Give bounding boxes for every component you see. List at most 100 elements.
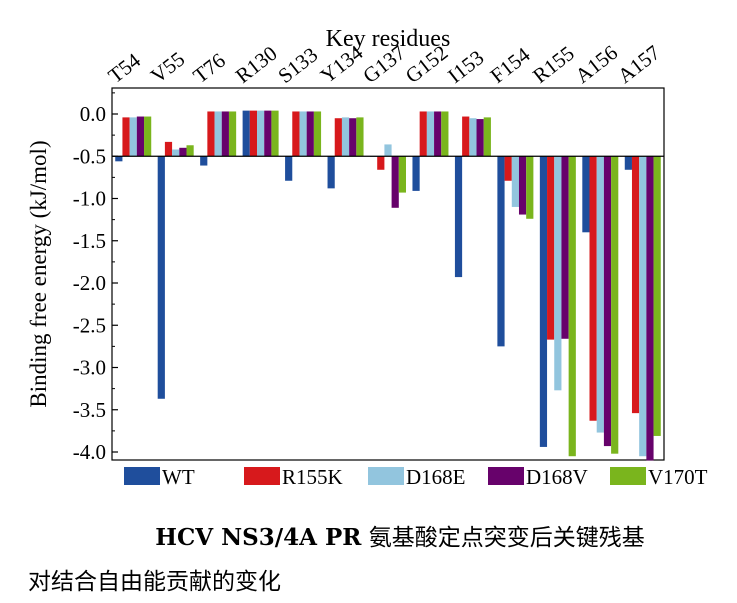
bar-r155k-s133 bbox=[292, 111, 300, 157]
legend-label-v170t: V170T bbox=[648, 465, 708, 489]
legend-swatch-d168v bbox=[488, 467, 524, 485]
bar-d168v-t76 bbox=[221, 111, 229, 157]
bar-d168v-r130 bbox=[264, 110, 272, 157]
bar-v170t-a156 bbox=[611, 156, 619, 454]
bar-d168v-t54 bbox=[136, 116, 145, 157]
bar-wt-a156 bbox=[582, 156, 590, 233]
y-tick-label: -0.5 bbox=[73, 144, 106, 168]
legend-swatch-r155k bbox=[244, 467, 280, 485]
bar-d168e-g152 bbox=[426, 111, 435, 157]
bar-wt-r155 bbox=[539, 156, 548, 447]
bar-d168e-a157 bbox=[639, 156, 647, 457]
bar-v170t-a157 bbox=[653, 156, 661, 436]
chart-title: Key residues bbox=[326, 26, 451, 52]
x-category-label: V55 bbox=[146, 47, 189, 88]
bar-wt-f154 bbox=[497, 156, 505, 347]
bar-v170t-s133 bbox=[313, 111, 322, 157]
bar-r155k-a157 bbox=[631, 156, 640, 414]
y-tick-label: -4.0 bbox=[73, 440, 106, 464]
bar-r155k-i153 bbox=[462, 116, 470, 157]
bar-r155k-r155 bbox=[547, 156, 555, 340]
bar-r155k-y134 bbox=[334, 118, 342, 157]
bar-d168v-r155 bbox=[561, 156, 569, 339]
bar-wt-a157 bbox=[624, 156, 632, 170]
bar-r155k-t54 bbox=[122, 117, 130, 157]
bar-d168v-i153 bbox=[476, 119, 484, 157]
bar-wt-t54 bbox=[115, 156, 123, 162]
bar-d168v-s133 bbox=[306, 111, 314, 157]
bar-v170t-g137 bbox=[398, 156, 406, 193]
bar-d168e-y134 bbox=[341, 117, 350, 157]
bar-wt-i153 bbox=[454, 156, 463, 278]
chart-canvas: Key residues Binding free energy (kJ/mol)… bbox=[26, 26, 708, 489]
y-tick-label: 0.0 bbox=[80, 102, 106, 126]
legend-label-wt: WT bbox=[162, 465, 195, 489]
bar-r155k-t76 bbox=[207, 111, 215, 157]
y-tick-label: -3.0 bbox=[73, 356, 106, 380]
bar-wt-g152 bbox=[412, 156, 420, 191]
y-tick-label: -1.5 bbox=[73, 229, 106, 253]
bar-r155k-g137 bbox=[377, 156, 385, 170]
bar-v170t-t54 bbox=[144, 116, 152, 157]
bar-wt-r130 bbox=[242, 110, 250, 157]
bar-r155k-r130 bbox=[249, 110, 258, 157]
x-category-label: A156 bbox=[571, 40, 623, 88]
y-tick-label: -1.0 bbox=[73, 187, 106, 211]
bar-d168e-t54 bbox=[129, 117, 137, 157]
legend-label-d168e: D168E bbox=[406, 465, 466, 489]
legend-swatch-d168e bbox=[368, 467, 404, 485]
bar-d168e-a156 bbox=[596, 156, 604, 433]
x-category-label: T76 bbox=[188, 48, 229, 88]
bar-d168e-i153 bbox=[469, 118, 477, 157]
bar-chart: Key residues Binding free energy (kJ/mol)… bbox=[26, 26, 708, 489]
bar-r155k-g152 bbox=[419, 111, 427, 157]
y-tick-label: -2.0 bbox=[73, 271, 106, 295]
bar-r155k-v55 bbox=[164, 141, 173, 157]
bar-d168e-r130 bbox=[257, 110, 265, 157]
bar-d168e-g137 bbox=[384, 144, 392, 157]
bar-d168v-a157 bbox=[646, 156, 654, 461]
bar-d168e-t76 bbox=[214, 111, 222, 157]
bar-v170t-t76 bbox=[228, 111, 237, 157]
x-category-label: T54 bbox=[104, 48, 146, 88]
bar-d168v-v55 bbox=[179, 147, 187, 157]
y-axis-label: Binding free energy (kJ/mol) bbox=[26, 140, 51, 407]
legend-label-d168v: D168V bbox=[526, 465, 588, 489]
bar-wt-s133 bbox=[285, 156, 293, 181]
caption-bold-part: HCV NS3/4A PR bbox=[155, 524, 362, 551]
y-tick-label: -3.5 bbox=[73, 398, 106, 422]
bar-wt-y134 bbox=[327, 156, 335, 189]
bar-d168e-r155 bbox=[554, 156, 562, 391]
bar-v170t-r130 bbox=[271, 110, 279, 157]
bar-d168v-a156 bbox=[603, 156, 612, 447]
y-tick-label: -2.5 bbox=[73, 313, 106, 337]
figure-caption-line2: 对结合自由能贡献的变化 bbox=[28, 569, 281, 595]
plot-frame bbox=[111, 87, 665, 461]
figure-caption-line1: HCV NS3/4A PR 氨基酸定点突变后关键残基 bbox=[100, 518, 700, 552]
bar-d168v-y134 bbox=[349, 118, 357, 157]
bar-wt-v55 bbox=[157, 156, 165, 399]
x-category-label: A157 bbox=[613, 40, 665, 88]
bar-d168v-g152 bbox=[434, 111, 442, 157]
bar-d168v-g137 bbox=[391, 156, 399, 208]
x-category-label: R155 bbox=[528, 41, 579, 88]
caption-rest-part: 氨基酸定点突变后关键残基 bbox=[361, 525, 645, 551]
bar-v170t-g152 bbox=[441, 111, 449, 157]
bar-v170t-f154 bbox=[526, 156, 534, 219]
bar-r155k-a156 bbox=[589, 156, 597, 421]
bar-d168e-s133 bbox=[299, 111, 307, 157]
legend-swatch-wt bbox=[124, 467, 160, 485]
legend-swatch-v170t bbox=[610, 467, 646, 485]
bar-d168e-f154 bbox=[511, 156, 519, 207]
x-category-label: F154 bbox=[486, 42, 535, 88]
bar-v170t-v55 bbox=[186, 145, 194, 157]
bar-r155k-f154 bbox=[504, 156, 512, 181]
bar-wt-t76 bbox=[200, 156, 208, 166]
x-category-label: S133 bbox=[273, 42, 322, 88]
bar-d168v-f154 bbox=[518, 156, 527, 215]
bar-v170t-i153 bbox=[483, 117, 491, 157]
x-category-label: R130 bbox=[231, 41, 282, 88]
bar-v170t-y134 bbox=[356, 117, 364, 157]
bar-v170t-r155 bbox=[568, 156, 576, 457]
legend-label-r155k: R155K bbox=[282, 465, 343, 489]
